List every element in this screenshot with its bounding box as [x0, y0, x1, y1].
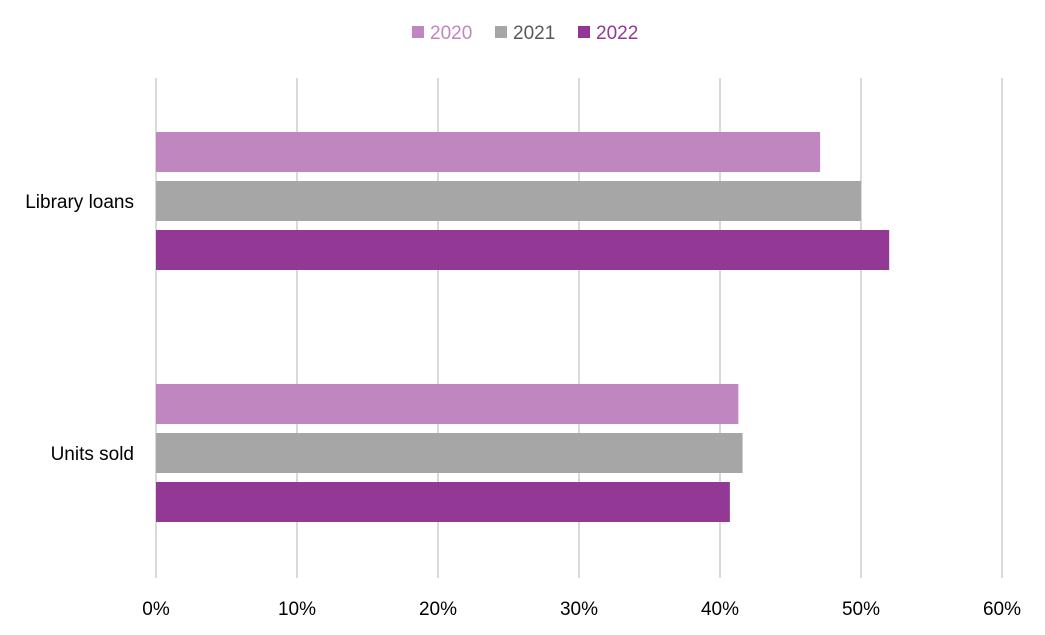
category-labels: Library loans Units sold — [25, 192, 134, 465]
x-tick-label: 0% — [142, 599, 170, 620]
bar-2021-library-loans — [156, 181, 861, 221]
legend-swatch-2022 — [578, 26, 590, 38]
category-label: Units sold — [51, 444, 134, 465]
x-tick-label: 40% — [701, 599, 739, 620]
x-tick-label: 60% — [983, 599, 1021, 620]
category-label: Library loans — [25, 192, 134, 213]
legend-label-2020: 2020 — [430, 23, 472, 44]
bars — [156, 132, 890, 522]
legend-swatch-2020 — [412, 26, 424, 38]
legend-swatch-2021 — [495, 26, 507, 38]
bar-2021-units-sold — [156, 433, 743, 473]
bar-2020-units-sold — [156, 384, 739, 424]
bar-2020-library-loans — [156, 132, 821, 172]
bar-2022-library-loans — [156, 230, 890, 270]
x-tick-label: 20% — [419, 599, 457, 620]
x-tick-label: 10% — [278, 599, 316, 620]
x-tick-label: 50% — [842, 599, 880, 620]
legend-label-2021: 2021 — [513, 23, 555, 44]
x-tick-label: 30% — [560, 599, 598, 620]
x-axis-tick-labels: 0% 10% 20% 30% 40% 50% 60% — [142, 599, 1021, 620]
legend: 2020 2021 2022 — [412, 23, 638, 44]
legend-label-2022: 2022 — [596, 23, 638, 44]
bar-2022-units-sold — [156, 482, 730, 522]
